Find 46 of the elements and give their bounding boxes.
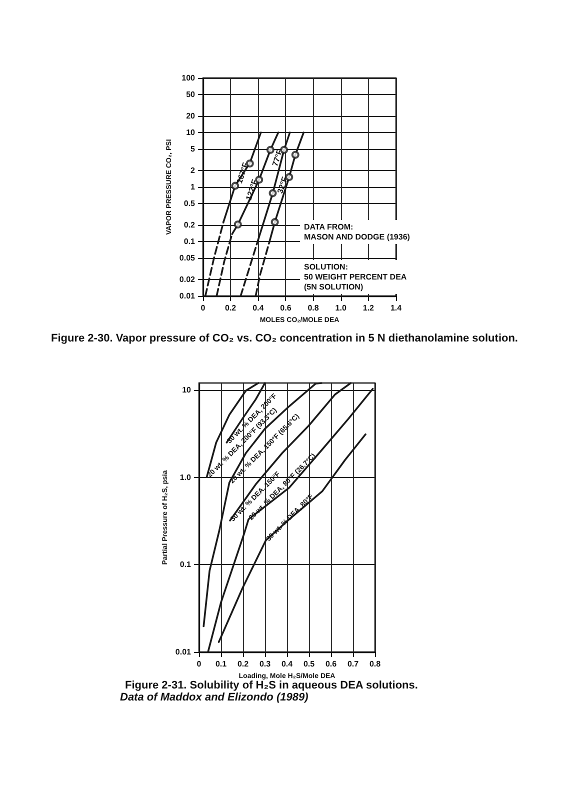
- y-tick-label: 50: [186, 90, 196, 99]
- annotation: SOLUTION: 50 WEIGHT PERCENT DEA (5N SOLUTION): [304, 262, 407, 292]
- point: [270, 218, 279, 226]
- text: 77°F: [270, 148, 284, 168]
- y-tick-label: 20: [186, 112, 196, 121]
- x-tick-label: 0.6: [325, 660, 338, 668]
- x-tick-label: 0.5: [303, 660, 316, 668]
- x-tick-label: 0.1: [215, 660, 228, 668]
- x-tick-label: 0.2: [237, 660, 250, 668]
- y-tick-label: 2: [190, 166, 196, 176]
- x-tick-label: 0.8: [369, 660, 382, 668]
- text: Data of Maddox and Elizondo (1989): [120, 692, 309, 704]
- point: [268, 189, 277, 198]
- y-tick-label: 0.5: [184, 198, 196, 208]
- x-tick-label: 0.2: [225, 304, 237, 312]
- x-tick-label: 0: [196, 660, 202, 668]
- y-tick-label: 1: [190, 182, 196, 192]
- y-tick-label: 0.2: [184, 220, 196, 230]
- x-tick-label: 1.4: [390, 304, 402, 312]
- x-tick-label: 0.4: [281, 660, 294, 668]
- y-tick-label: 10: [182, 385, 192, 394]
- x-tick-label: 0.4: [252, 304, 264, 312]
- text: Figure 2-30. Vapor pressure of CO₂ vs. CO₂ concentration in 5 N diethanolamine solution.: [51, 332, 518, 344]
- y-tick-label: 0.02: [179, 275, 196, 284]
- point: [234, 220, 242, 229]
- point: [291, 150, 300, 159]
- x-tick-label: 1.2: [362, 304, 375, 312]
- y-tick-label: 0.1: [180, 560, 192, 570]
- text: Figure 2-31. Solubility of H₂S in aqueous DEA solutions.: [125, 680, 418, 692]
- x-tick-label: 0.8: [308, 304, 320, 312]
- y-tick-label: 100: [182, 74, 196, 82]
- y-tick-label: 0.05: [179, 253, 196, 262]
- y-tick-label: 1.0: [180, 472, 192, 482]
- point: [231, 182, 240, 190]
- y-tick-label: 5: [190, 144, 196, 154]
- text: 32°F: [276, 176, 290, 195]
- x-tick-label: 0: [200, 304, 206, 312]
- y-tick-label: 0.01: [179, 292, 196, 300]
- x-tick-label: 0.7: [347, 660, 360, 668]
- x-tick-label: 1.0: [335, 304, 347, 312]
- y-tick-label: 0.01: [175, 648, 192, 656]
- x-tick-label: 0.3: [259, 660, 272, 668]
- y-tick-label: 0.1: [184, 237, 196, 246]
- annotation: DATA FROM: MASON AND DODGE (1936): [304, 222, 410, 242]
- y-tick-label: 10: [186, 128, 196, 137]
- x-tick-label: 0.6: [280, 304, 292, 312]
